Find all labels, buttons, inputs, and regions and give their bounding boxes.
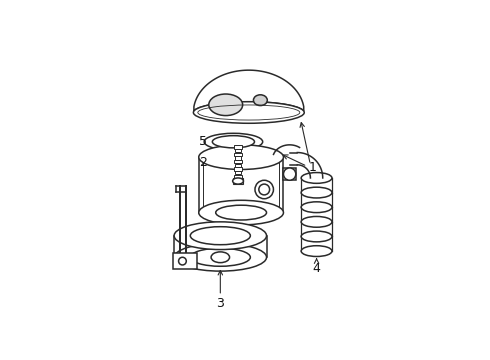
Ellipse shape <box>301 216 332 227</box>
Ellipse shape <box>253 95 268 105</box>
Ellipse shape <box>255 180 273 199</box>
Ellipse shape <box>174 222 267 249</box>
Ellipse shape <box>190 248 250 266</box>
Bar <box>283 168 296 180</box>
Ellipse shape <box>211 252 229 263</box>
Bar <box>234 145 242 149</box>
Ellipse shape <box>301 246 332 256</box>
Polygon shape <box>194 70 304 111</box>
Ellipse shape <box>209 94 243 116</box>
Ellipse shape <box>301 172 332 183</box>
Ellipse shape <box>301 202 332 213</box>
Ellipse shape <box>233 178 244 184</box>
Ellipse shape <box>301 231 332 242</box>
Bar <box>233 178 244 184</box>
Bar <box>235 171 241 174</box>
Text: 4: 4 <box>313 261 320 275</box>
Ellipse shape <box>199 145 284 170</box>
Ellipse shape <box>199 200 284 225</box>
Bar <box>234 175 242 178</box>
Bar <box>235 163 241 167</box>
Ellipse shape <box>259 184 270 195</box>
Ellipse shape <box>190 227 250 245</box>
Ellipse shape <box>301 187 332 198</box>
Ellipse shape <box>212 136 254 148</box>
Text: 5: 5 <box>199 135 207 148</box>
Ellipse shape <box>204 133 263 150</box>
Text: 1: 1 <box>309 161 317 175</box>
Text: 3: 3 <box>217 297 224 310</box>
Ellipse shape <box>283 168 296 180</box>
Ellipse shape <box>174 243 267 271</box>
Bar <box>234 167 242 171</box>
Bar <box>172 253 197 269</box>
Bar <box>234 160 242 163</box>
Ellipse shape <box>194 102 304 123</box>
Bar <box>235 149 241 152</box>
Ellipse shape <box>178 257 186 265</box>
Bar <box>235 156 241 159</box>
Ellipse shape <box>216 205 267 220</box>
Text: 2: 2 <box>199 156 207 169</box>
Bar <box>234 153 242 156</box>
